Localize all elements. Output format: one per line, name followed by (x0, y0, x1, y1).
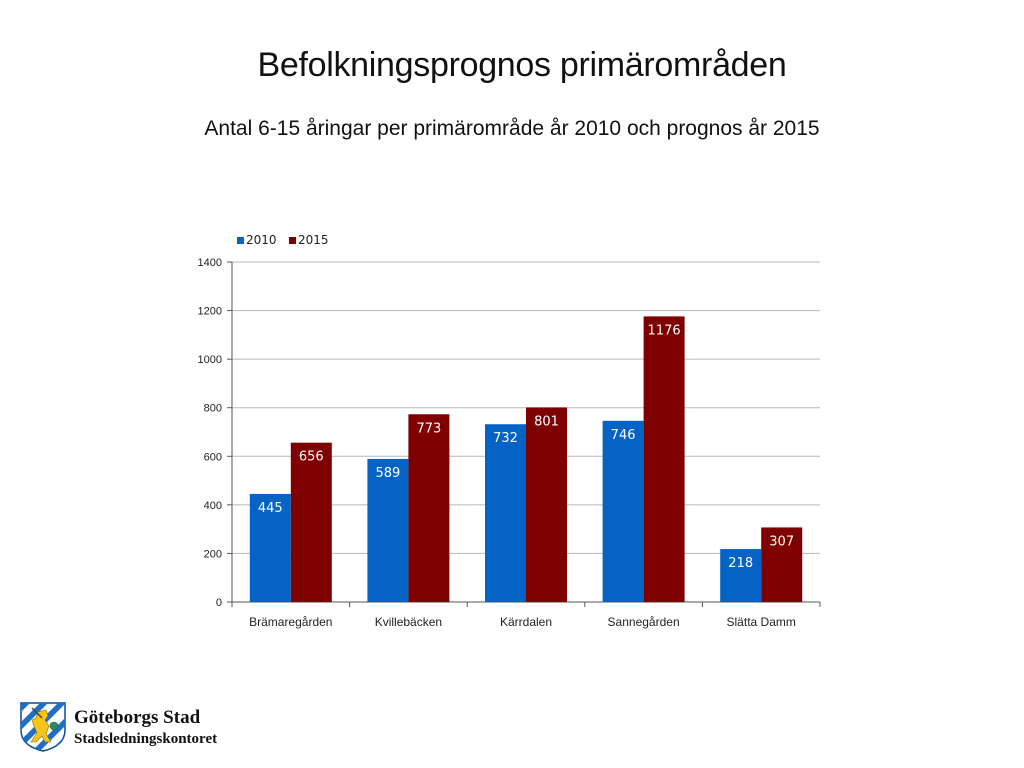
org-name: Göteborgs Stad (74, 707, 201, 728)
data-label: 773 (416, 421, 441, 436)
bar-2015 (643, 316, 685, 602)
bar-2015 (290, 442, 332, 602)
data-label: 1176 (648, 323, 681, 338)
y-tick-label: 1400 (198, 257, 222, 269)
bar-2015 (526, 407, 567, 602)
data-label: 732 (493, 431, 518, 446)
x-tick-label: Slätta Damm (727, 615, 796, 629)
x-tick-label: Kvillebäcken (375, 615, 442, 629)
legend-swatch-2015 (289, 237, 296, 244)
data-label: 218 (728, 556, 753, 571)
bar-2015 (408, 414, 450, 602)
bar-2010 (485, 424, 526, 602)
y-tick-label: 600 (204, 451, 222, 463)
x-tick-label: Sannegården (608, 615, 680, 629)
slide-subtitle: Antal 6-15 åringar per primärområde år 2… (204, 117, 820, 140)
bar-2010 (602, 420, 644, 602)
data-label: 589 (375, 466, 400, 481)
y-tick-label: 1200 (198, 306, 222, 318)
y-tick-label: 400 (204, 500, 222, 512)
legend-swatch-2010 (237, 237, 244, 244)
data-label: 746 (611, 428, 636, 443)
x-tick-label: Kärrdalen (500, 615, 552, 629)
data-label: 801 (534, 414, 559, 429)
bar-2010 (249, 493, 291, 602)
y-tick-label: 0 (216, 597, 222, 609)
bar-2015 (761, 527, 803, 602)
data-label: 656 (299, 450, 324, 465)
bar-2010 (367, 458, 409, 602)
data-label: 307 (769, 534, 794, 549)
legend-label: 2015 (298, 233, 329, 247)
slide-title: Befolkningsprognos primärområden (257, 46, 787, 84)
department-name: Stadsledningskontoret (74, 731, 218, 747)
y-tick-label: 1000 (198, 354, 222, 366)
data-label: 445 (258, 501, 283, 516)
bar-2010 (720, 549, 762, 602)
y-tick-label: 800 (204, 403, 222, 415)
legend-label: 2010 (246, 233, 277, 247)
y-tick-label: 200 (204, 548, 222, 560)
x-tick-label: Brämaregården (249, 615, 332, 629)
coat-of-arms-lion-icon (20, 702, 66, 752)
